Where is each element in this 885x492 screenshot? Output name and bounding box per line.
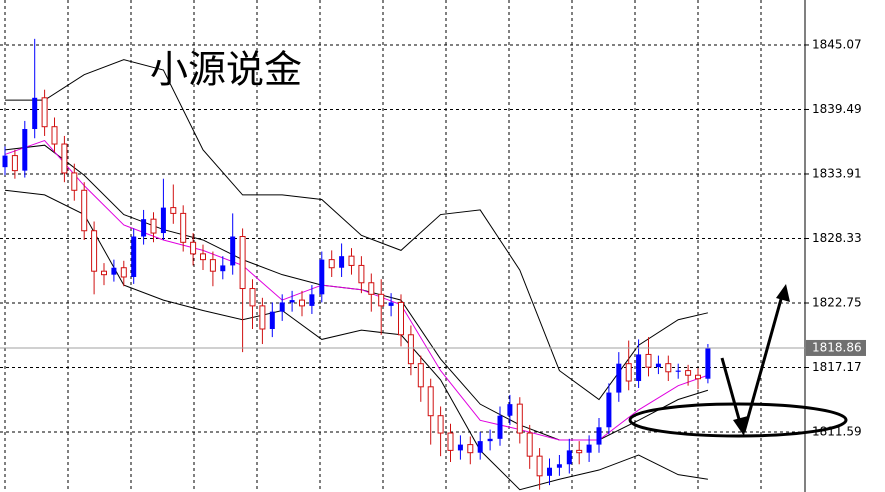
annotation-arrow-down: [720, 357, 744, 431]
candle-body: [309, 294, 315, 306]
candle-body: [388, 302, 394, 306]
candle-body: [51, 126, 58, 145]
y-tick-label: 1833.91: [812, 166, 862, 180]
annotation-arrowhead-up: [776, 284, 790, 302]
candle-body: [319, 259, 325, 295]
candle-body: [249, 288, 256, 307]
candle-body: [160, 207, 166, 234]
candle-body: [230, 236, 236, 266]
candle-body: [131, 236, 137, 277]
candle-body: [368, 282, 375, 295]
candle-body: [220, 265, 226, 272]
watermark-title: 小源说金: [150, 48, 302, 92]
candle-body: [22, 129, 28, 171]
candle-body: [616, 363, 622, 393]
candle-body: [407, 334, 414, 365]
y-tick-label: 1839.49: [812, 102, 862, 116]
candle-body: [586, 444, 592, 453]
candle-body: [209, 259, 216, 272]
candle-body: [625, 363, 632, 382]
candle-body: [655, 363, 661, 368]
candle-body: [348, 255, 355, 266]
y-tick-label: 1822.75: [812, 295, 862, 309]
candle-body: [487, 438, 493, 442]
candle-body: [417, 363, 424, 388]
candle-body: [81, 189, 88, 232]
candle-body: [339, 256, 345, 268]
y-tick-label: 1845.07: [812, 37, 862, 51]
candle-body: [695, 374, 701, 380]
candle-body: [596, 427, 602, 445]
candle-body: [2, 155, 8, 168]
candle-body: [576, 449, 583, 454]
candle-body: [526, 432, 533, 457]
candle-body: [269, 311, 275, 330]
candle-body: [427, 386, 434, 417]
candle-body: [71, 172, 78, 191]
candle-body: [606, 392, 612, 428]
candle-body: [705, 347, 711, 379]
candle-body: [636, 354, 642, 382]
candle-body: [190, 241, 197, 255]
candle-body: [200, 253, 206, 261]
candle-body: [289, 300, 295, 303]
annotation-arrow-up: [742, 291, 785, 433]
candle-body: [566, 450, 572, 465]
y-tick-label: 1828.33: [812, 231, 862, 245]
candle-body: [358, 264, 365, 284]
candle-body: [516, 403, 523, 434]
candle-body: [437, 415, 444, 434]
candle-body: [41, 97, 48, 128]
y-tick-label: 1811.59: [812, 425, 862, 439]
candle-body: [32, 97, 38, 130]
candle-body: [477, 441, 483, 453]
indicator-line: [5, 59, 709, 401]
candle-body: [11, 155, 18, 172]
candle-body: [378, 293, 385, 307]
candle-body: [101, 270, 107, 276]
annotation-ellipse: [628, 402, 848, 438]
candle-body: [507, 404, 513, 416]
candle-body: [61, 143, 68, 174]
candle-body: [665, 363, 672, 373]
y-tick-label: 1817.17: [812, 360, 862, 374]
current-price-label: 1818.86: [812, 340, 862, 354]
candle-body: [536, 455, 543, 477]
candle-body: [556, 464, 562, 468]
candle-body: [91, 230, 98, 272]
candle-body: [141, 219, 147, 237]
candle-body: [457, 444, 463, 451]
candle-body: [645, 353, 652, 368]
candle-body: [547, 467, 552, 476]
candle-body: [447, 432, 454, 451]
candle-body: [259, 305, 266, 330]
candle-body: [180, 212, 187, 243]
candle-body: [467, 444, 474, 454]
candle-body: [299, 299, 305, 307]
candle-body: [111, 267, 117, 275]
candle-body: [170, 207, 177, 214]
candle-body: [398, 301, 404, 336]
candle-body: [328, 259, 335, 269]
candle-body: [497, 415, 503, 439]
candle-body: [279, 302, 285, 312]
candle-body: [675, 370, 681, 372]
candle-body: [239, 236, 246, 290]
current-price-box: [806, 339, 866, 356]
candle-body: [685, 370, 692, 376]
candle-body: [120, 267, 127, 278]
candle-body: [150, 218, 157, 234]
